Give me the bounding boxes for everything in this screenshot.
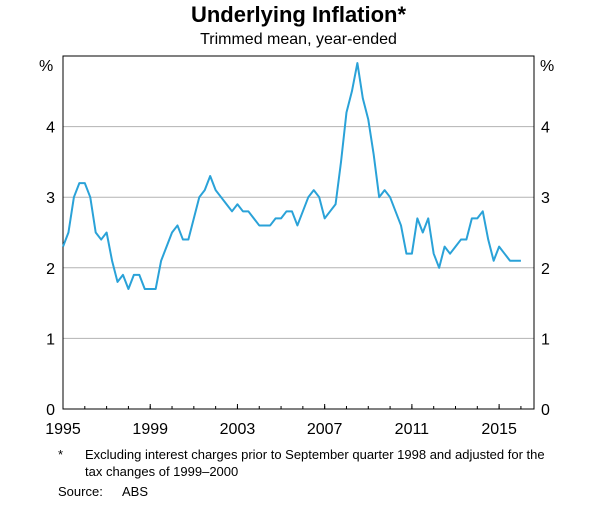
x-tick-1999: 1999 [132, 421, 168, 438]
y-tick-left-0: 0 [46, 402, 55, 419]
y-tick-right-2: 2 [541, 261, 550, 278]
chart-subtitle: Trimmed mean, year-ended [200, 31, 397, 48]
x-tick-2003: 2003 [220, 421, 256, 438]
series-group [62, 62, 521, 290]
source-value: ABS [122, 484, 149, 499]
x-tick-1995: 1995 [45, 421, 81, 438]
axis-ticks: 0 0 1 1 2 2 3 3 4 4 1995 1999 2003 2007 2011 2015 [45, 120, 550, 438]
y-tick-right-4: 4 [541, 120, 550, 137]
y-tick-right-0: 0 [541, 402, 550, 419]
x-tick-2007: 2007 [307, 421, 343, 438]
y-axis-unit-right: % [540, 58, 554, 75]
chart-plot: 0 0 1 1 2 2 3 3 4 4 1995 1999 2003 2007 2011 2015 % % [39, 55, 554, 438]
y-tick-right-3: 3 [541, 190, 550, 207]
x-tick-2011: 2011 [395, 421, 430, 438]
y-axis-unit-left: % [39, 58, 53, 75]
source-label: Source: [58, 484, 103, 499]
chart-title: Underlying Inflation* [190, 2, 407, 27]
y-tick-left-1: 1 [46, 331, 55, 348]
y-tick-right-1: 1 [541, 331, 550, 348]
series-line-0 [62, 62, 521, 290]
y-tick-left-4: 4 [46, 120, 55, 137]
y-tick-left-2: 2 [46, 261, 55, 278]
plot-frame [62, 55, 535, 410]
y-tick-left-3: 3 [46, 190, 55, 207]
gridlines [63, 126, 534, 339]
x-tick-2015: 2015 [481, 421, 517, 438]
footnote-text: Excluding interest charges prior to Sept… [85, 447, 545, 479]
footnote-mark: * [58, 447, 64, 462]
